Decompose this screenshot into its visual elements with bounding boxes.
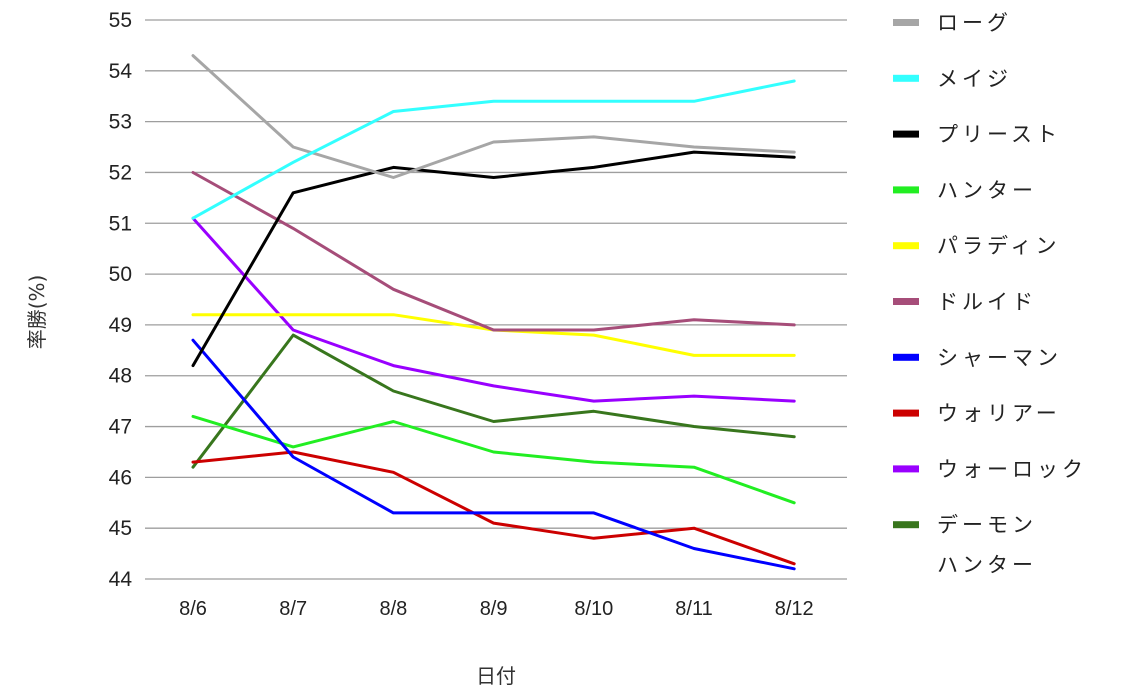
y-tick-label: 44 — [109, 568, 133, 591]
legend-label: ローグ — [937, 11, 1012, 35]
series-line-3 — [191, 414, 796, 505]
x-tick-label: 8/8 — [379, 598, 407, 620]
legend-swatch — [893, 521, 919, 529]
legend-swatch — [893, 130, 919, 138]
y-tick-label: 48 — [109, 365, 132, 388]
gridlines — [145, 19, 847, 580]
legend-label: ハンター — [937, 553, 1037, 577]
x-tick-label: 8/7 — [279, 598, 307, 620]
legend-swatch — [893, 298, 919, 305]
series-line-5 — [191, 171, 796, 332]
series-line-9 — [191, 333, 796, 469]
legend-label: プリースト — [937, 123, 1061, 147]
legend-label: ウォーロック — [937, 457, 1087, 481]
legend-swatch — [893, 465, 919, 473]
series-line-8 — [191, 216, 796, 403]
series-line-0 — [191, 54, 796, 179]
x-tick-label: 8/9 — [480, 598, 508, 620]
y-tick-label: 47 — [109, 416, 132, 439]
y-tick-label: 49 — [109, 314, 132, 337]
legend-label: メイジ — [937, 67, 1012, 91]
series-line-6 — [191, 338, 796, 571]
legend-label: ドルイド — [937, 290, 1037, 314]
series-lines — [191, 54, 796, 571]
y-axis-label: 率勝(%) — [25, 275, 49, 350]
legend-label: ハンター — [937, 178, 1037, 202]
x-axis-ticks: 8/6 8/7 8/8 8/9 8/10 8/11 8/12 — [179, 598, 814, 620]
legend: ローグメイジプリーストハンターパラディンドルイドシャーマンウォリアーウォーロック… — [893, 11, 1087, 577]
legend-label: シャーマン — [937, 346, 1062, 370]
y-tick-label: 46 — [109, 466, 132, 489]
legend-swatch — [893, 186, 919, 194]
y-tick-label: 50 — [109, 263, 132, 286]
y-tick-label: 51 — [109, 212, 132, 235]
y-tick-label: 52 — [109, 161, 132, 184]
series-line-2 — [191, 150, 796, 368]
y-tick-label: 53 — [109, 111, 132, 134]
x-tick-label: 8/6 — [179, 598, 207, 620]
legend-swatch — [893, 242, 919, 250]
legend-label: デーモン — [937, 513, 1037, 537]
y-tick-label: 45 — [109, 517, 132, 540]
legend-swatch — [893, 19, 919, 26]
legend-label: パラディン — [937, 234, 1061, 258]
legend-swatch — [893, 409, 919, 417]
y-axis-ticks: 44 45 46 47 48 49 50 51 52 53 54 55 — [109, 9, 133, 591]
x-tick-label: 8/11 — [675, 598, 712, 620]
legend-swatch — [893, 74, 919, 82]
y-tick-label: 54 — [109, 60, 133, 83]
legend-swatch — [893, 353, 919, 361]
x-tick-label: 8/12 — [775, 598, 814, 620]
x-axis-label: 日付 — [476, 664, 516, 688]
series-line-1 — [191, 79, 796, 220]
x-tick-label: 8/10 — [574, 598, 613, 620]
y-tick-label: 55 — [109, 9, 132, 32]
series-line-7 — [191, 450, 796, 566]
legend-label: ウォリアー — [937, 402, 1061, 426]
